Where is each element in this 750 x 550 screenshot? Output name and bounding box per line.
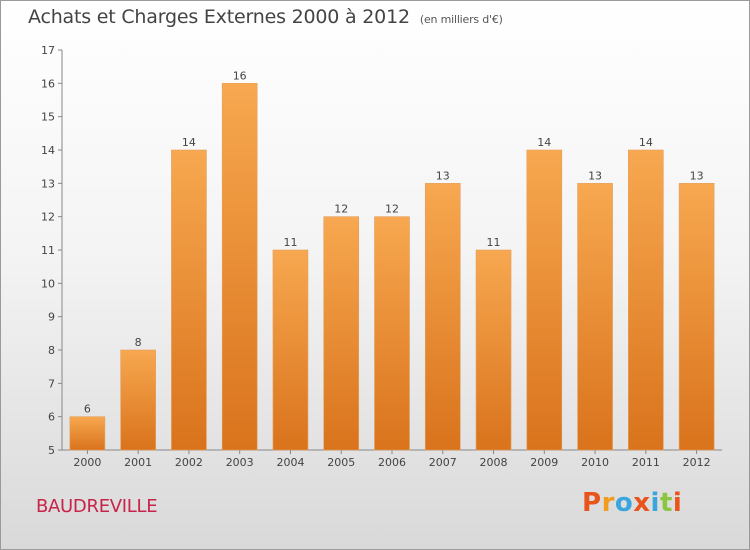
x-tick-label: 2006 (378, 456, 406, 469)
y-tick-label: 9 (48, 311, 55, 324)
y-tick-label: 8 (48, 344, 55, 357)
x-tick-label: 2001 (124, 456, 152, 469)
chart-title: Achats et Charges Externes 2000 à 2012 (e… (28, 6, 503, 28)
bar-2002 (171, 149, 207, 451)
bar-2005 (323, 216, 360, 451)
x-tick-label: 2004 (276, 456, 304, 469)
y-tick-label: 5 (48, 444, 55, 457)
data-label-2010: 13 (588, 169, 602, 182)
chart-unit: (en milliers d'€) (419, 13, 503, 26)
bar-2011 (628, 149, 664, 451)
y-tick-label: 17 (41, 44, 55, 57)
logo-letter: o (614, 488, 634, 518)
data-label-2009: 14 (537, 136, 551, 149)
y-tick-label: 7 (48, 377, 55, 390)
data-label-2006: 12 (385, 203, 399, 216)
logo-letter: r (601, 488, 615, 518)
data-label-2012: 13 (690, 169, 704, 182)
logo-letter: i (672, 488, 683, 518)
y-tick-label: 14 (41, 144, 55, 157)
data-label-2001: 8 (135, 336, 142, 349)
x-tick-label: 2012 (683, 456, 711, 469)
y-tick-label: 16 (41, 77, 55, 90)
x-tick-label: 2008 (480, 456, 508, 469)
x-tick-label: 2011 (632, 456, 660, 469)
bar-2009 (526, 149, 563, 451)
x-tick-label: 2000 (73, 456, 101, 469)
bar-2006 (374, 216, 410, 451)
commune-name: BAUDREVILLE (36, 496, 158, 517)
bar-2003 (221, 83, 258, 451)
data-label-2004: 11 (283, 236, 297, 249)
y-tick-label: 10 (41, 277, 55, 290)
bar-2004 (272, 249, 309, 451)
y-tick-label: 12 (41, 211, 55, 224)
bar-2008 (475, 249, 512, 451)
y-tick-label: 15 (41, 111, 55, 124)
data-label-2008: 11 (487, 236, 501, 249)
x-tick-label: 2010 (581, 456, 609, 469)
logo-letter: x (633, 488, 651, 518)
x-tick-label: 2005 (327, 456, 355, 469)
x-tick-label: 2007 (429, 456, 457, 469)
bar-2001 (120, 349, 156, 451)
x-tick-label: 2002 (175, 456, 203, 469)
y-tick-label: 11 (41, 244, 55, 257)
proxiti-logo: Proxiti (582, 488, 682, 518)
bar-2000 (69, 416, 106, 451)
chart-title-text: Achats et Charges Externes 2000 à 2012 (28, 6, 410, 28)
logo-letter: t (659, 488, 673, 518)
bar-2010 (577, 183, 613, 451)
logo-letter: P (582, 488, 602, 518)
bar-2012 (678, 183, 715, 451)
x-tick-label: 2009 (530, 456, 558, 469)
data-label-2000: 6 (84, 403, 91, 416)
bar-2007 (424, 183, 461, 451)
y-tick-label: 6 (48, 411, 55, 424)
data-label-2003: 16 (233, 69, 247, 82)
x-tick-label: 2003 (226, 456, 254, 469)
data-label-2005: 12 (334, 203, 348, 216)
logo-letter: i (650, 488, 660, 518)
data-label-2007: 13 (436, 169, 450, 182)
y-tick-label: 13 (41, 177, 55, 190)
data-label-2002: 14 (182, 136, 196, 149)
data-label-2011: 14 (639, 136, 653, 149)
